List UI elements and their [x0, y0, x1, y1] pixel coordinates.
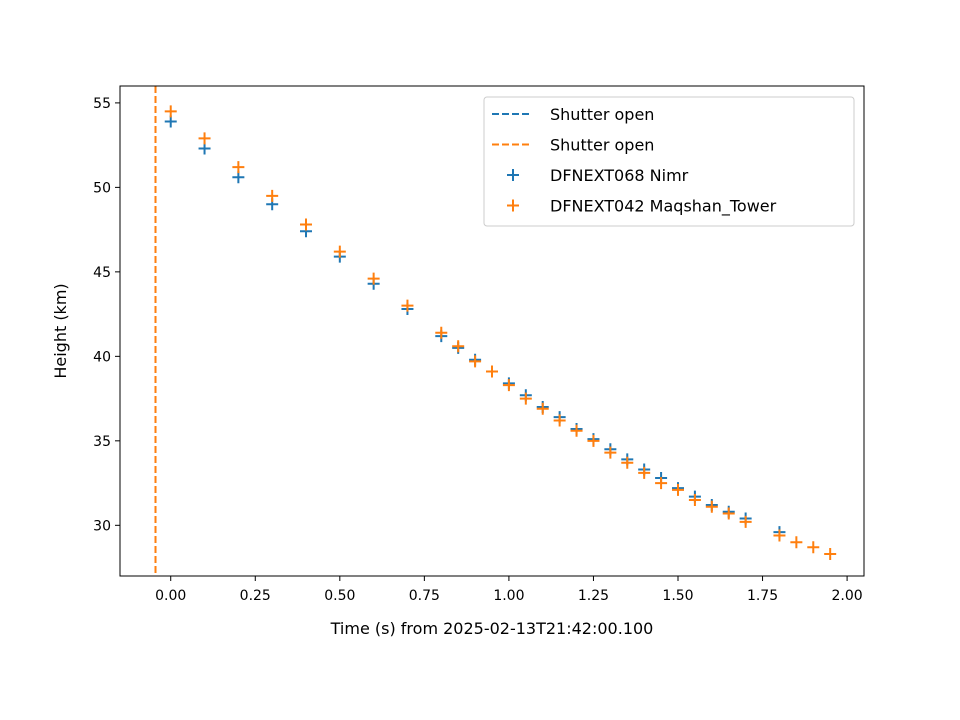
legend-label: Shutter open — [550, 105, 654, 124]
legend-label: DFNEXT068 Nimr — [550, 166, 689, 185]
x-axis-ticks: 0.00 0.25 0.50 0.75 1.00 1.25 1.50 1.75 2.00 — [155, 576, 863, 604]
x-tick-label: 0.75 — [409, 588, 440, 604]
data-point — [553, 414, 566, 427]
legend-entry: Shutter open — [492, 136, 654, 155]
data-point — [570, 424, 583, 437]
data-point — [705, 500, 718, 513]
data-point — [198, 132, 211, 145]
data-point — [486, 365, 498, 378]
data-point — [587, 434, 600, 447]
x-tick-label: 0.00 — [155, 588, 186, 604]
x-tick-label: 1.00 — [493, 588, 524, 604]
x-tick-label: 0.25 — [240, 588, 271, 604]
data-point — [638, 466, 651, 479]
y-axis-ticks: 30 35 40 45 50 55 — [93, 96, 120, 534]
data-point — [790, 536, 803, 549]
y-tick-label: 45 — [93, 265, 111, 281]
legend-box — [483, 96, 855, 227]
x-tick-label: 1.25 — [578, 588, 609, 604]
data-point — [300, 218, 312, 231]
data-point — [367, 272, 380, 285]
data-point — [164, 115, 177, 128]
legend-label: DFNEXT042 Maqshan_Tower — [550, 197, 777, 217]
data-point — [621, 456, 634, 469]
legend-marker-swatch — [507, 199, 519, 212]
data-point — [232, 171, 245, 184]
data-point — [469, 355, 482, 368]
data-point — [655, 477, 668, 490]
x-axis-label: Time (s) from 2025-02-13T21:42:00.100 — [330, 619, 654, 638]
data-point — [198, 142, 211, 155]
x-tick-label: 2.00 — [832, 588, 863, 604]
legend-entry: DFNEXT068 Nimr — [507, 166, 689, 185]
data-point — [688, 493, 701, 506]
x-tick-label: 1.50 — [662, 588, 693, 604]
data-point — [266, 189, 279, 202]
y-axis-label: Height (km) — [51, 283, 70, 378]
y-tick-label: 50 — [93, 180, 111, 196]
data-point — [333, 245, 346, 258]
data-point — [164, 105, 177, 118]
legend-entry: DFNEXT042 Maqshan_Tower — [507, 197, 777, 217]
plot-area — [119, 85, 865, 577]
series-2 — [164, 105, 837, 561]
data-point — [824, 548, 837, 561]
legend-entries: Shutter open Shutter open DFNEXT068 Nimr DF… — [492, 105, 777, 217]
legend: Shutter open Shutter open DFNEXT068 Nimr DF… — [483, 96, 855, 227]
data-point — [773, 529, 786, 542]
data-point — [739, 515, 752, 528]
y-tick-label: 40 — [93, 349, 111, 365]
data-point — [604, 446, 617, 459]
data-point — [672, 483, 684, 496]
x-tick-label: 0.50 — [324, 588, 355, 604]
data-series — [164, 105, 837, 561]
legend-marker-swatch — [507, 169, 519, 181]
data-point — [452, 340, 465, 353]
data-point — [401, 299, 414, 312]
data-point — [502, 379, 515, 392]
data-point — [435, 326, 448, 339]
axes-frame — [119, 85, 865, 577]
data-point — [232, 161, 245, 174]
data-point — [519, 392, 532, 405]
data-point — [722, 507, 735, 520]
data-point — [536, 402, 549, 415]
data-point — [807, 541, 820, 554]
y-tick-label: 30 — [93, 518, 111, 534]
legend-label: Shutter open — [550, 136, 654, 155]
y-tick-label: 55 — [93, 96, 111, 112]
legend-entry: Shutter open — [492, 105, 654, 124]
x-tick-label: 1.75 — [747, 588, 778, 604]
y-tick-label: 35 — [93, 434, 111, 450]
